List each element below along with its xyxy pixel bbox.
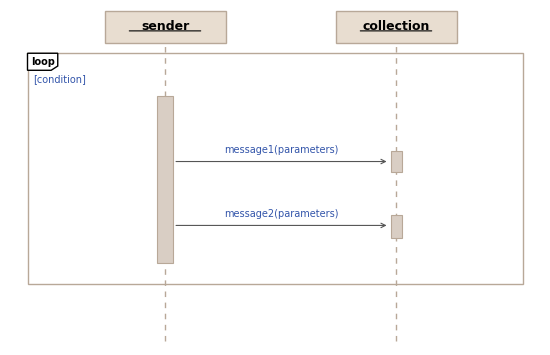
- Text: [condition]: [condition]: [33, 74, 86, 84]
- Bar: [104, 11, 226, 43]
- Text: message1(parameters): message1(parameters): [224, 145, 338, 155]
- Text: sender: sender: [141, 20, 189, 33]
- Text: message2(parameters): message2(parameters): [224, 209, 339, 219]
- Bar: [157, 96, 173, 263]
- Text: loop: loop: [31, 57, 54, 67]
- Polygon shape: [28, 53, 58, 70]
- Bar: [390, 215, 402, 238]
- Bar: [336, 11, 456, 43]
- Text: collection: collection: [362, 20, 430, 33]
- Bar: [28, 53, 522, 284]
- Bar: [390, 151, 402, 172]
